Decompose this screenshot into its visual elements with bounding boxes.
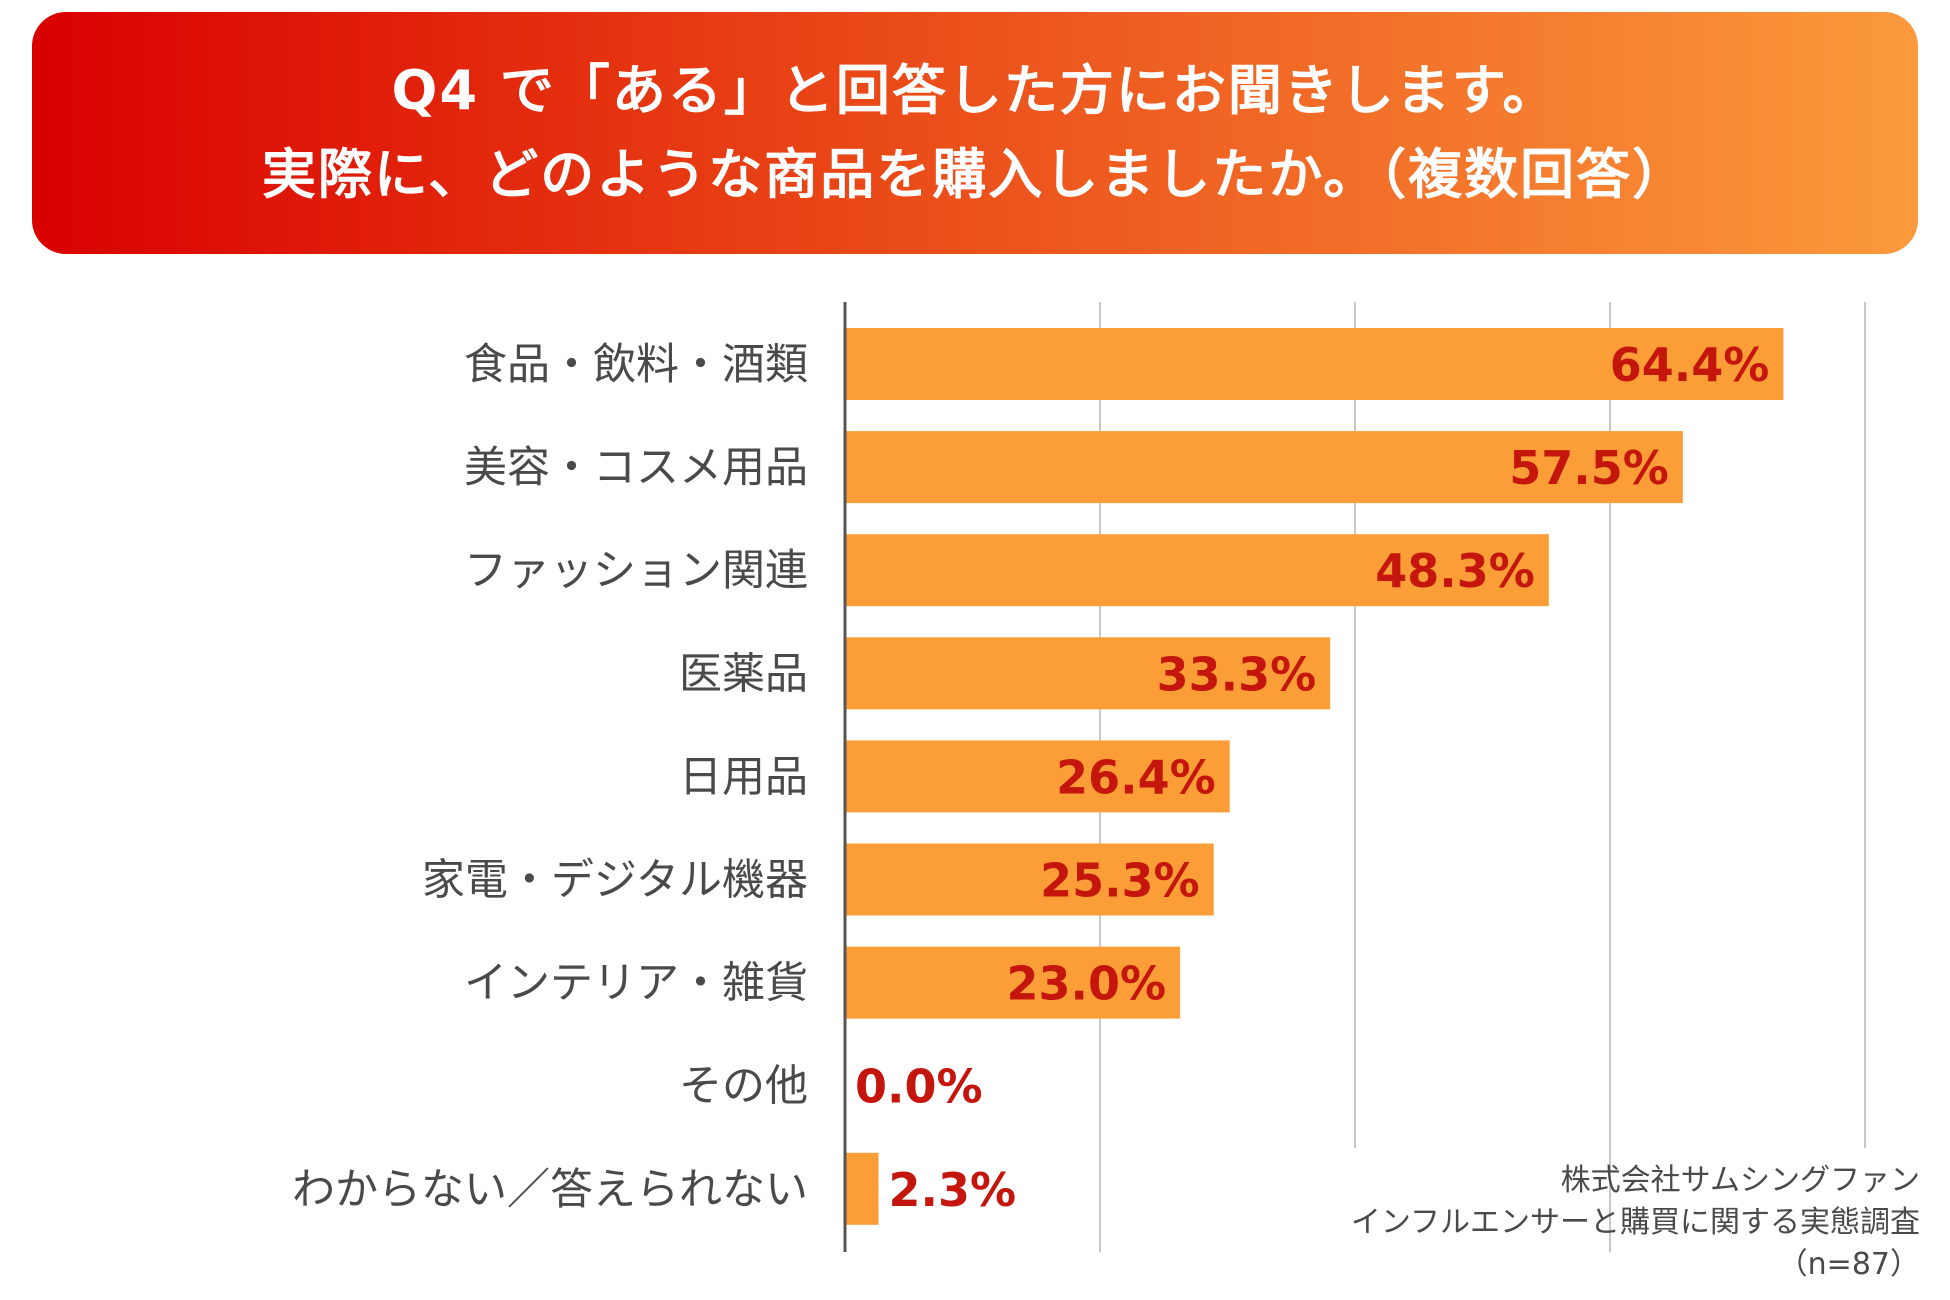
value-label: 48.3% [1375,544,1535,598]
bar [845,946,1181,1019]
category-label: 家電・デジタル機器 [422,856,808,906]
value-label: 64.4% [1610,338,1770,392]
bar [845,431,1683,504]
source-survey: インフルエンサーと購買に関する実態調査 [1350,1205,1920,1240]
value-label: 57.5% [1509,441,1669,495]
category-label: 美容・コスメ用品 [464,443,808,493]
bar [845,740,1230,813]
category-label: 食品・飲料・酒類 [464,340,808,390]
bar [845,534,1549,607]
category-label: インテリア・雑貨 [464,959,808,1009]
category-label: ファッション関連 [464,546,808,596]
value-label: 0.0% [855,1060,983,1114]
title-line-1: Q4 で「ある」と回答した方にお聞きします。 [391,59,1559,122]
value-label: 2.3% [889,1163,1017,1217]
category-label: 医薬品 [679,649,808,699]
value-label: 33.3% [1157,647,1317,701]
title-banner: Q4 で「ある」と回答した方にお聞きします。 実際に、どのような商品を購入しまし… [32,12,1918,254]
value-label: 25.3% [1040,854,1200,908]
bar [845,843,1214,916]
value-label: 26.4% [1056,750,1216,804]
bar [845,1152,879,1225]
source-note: 株式会社サムシングファン インフルエンサーと購買に関する実態調査 （n=87） [1351,1160,1920,1286]
source-company: 株式会社サムシングファン [1560,1163,1920,1198]
category-label: その他 [679,1062,808,1112]
source-sample-size: （n=87） [1777,1247,1920,1282]
category-label: 日用品 [679,752,808,802]
title-line-2: 実際に、どのような商品を購入しましたか。（複数回答） [261,143,1689,206]
bar [845,637,1331,710]
category-label: わからない／答えられない [292,1165,808,1215]
bar [845,328,1784,400]
value-label: 23.0% [1007,957,1167,1011]
